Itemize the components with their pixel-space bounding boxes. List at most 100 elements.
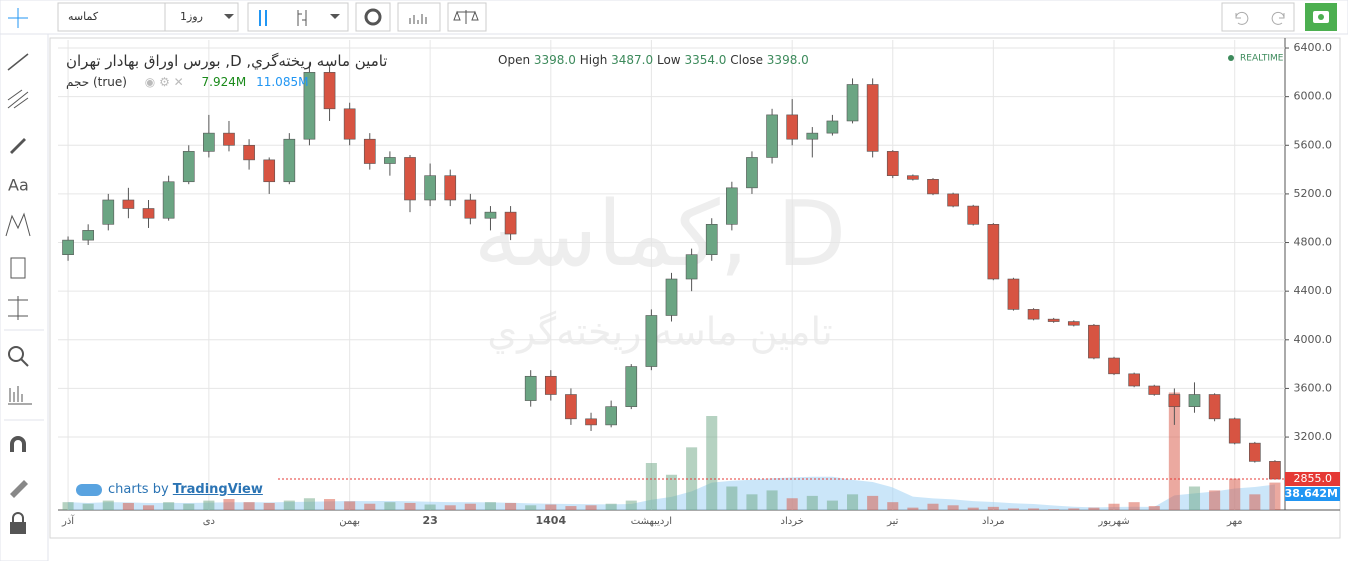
pattern-tool[interactable] [5, 212, 31, 237]
symbol[interactable]: کماسه [68, 10, 99, 23]
volume-bar [303, 498, 315, 510]
candle-body [1067, 321, 1080, 326]
x-tick-label: اردیبهشت [631, 516, 672, 527]
interval[interactable]: 1روز [180, 10, 203, 23]
watermark-subtitle: تامين ماسه ريخته‌گري [487, 310, 832, 355]
undo-redo[interactable] [1221, 2, 1295, 32]
candle-body [846, 84, 859, 122]
volume-bar [283, 500, 295, 510]
realtime-dot [1228, 55, 1234, 61]
candle-body [464, 199, 477, 219]
candle-body [947, 193, 959, 207]
legend-icons[interactable]: ◉ ⚙ ✕ [144, 75, 184, 89]
volume-bar [987, 506, 999, 510]
candle-body [685, 254, 698, 280]
candle-body [665, 278, 678, 316]
candle-body [927, 179, 939, 195]
volume-bar [927, 503, 939, 510]
stay-drawing-tool[interactable] [10, 480, 28, 498]
volume-bar [464, 503, 476, 510]
compare-button[interactable] [447, 2, 487, 32]
y-tick-label: 4000.0 [1294, 333, 1333, 346]
y-tick-label: 3600.0 [1294, 381, 1333, 394]
volume-bar [867, 495, 879, 510]
volume-bar [786, 498, 798, 510]
volume-bar [263, 502, 275, 510]
volume-bar [525, 505, 537, 510]
volume-bar [967, 507, 979, 510]
volume-bar [847, 494, 859, 510]
dropdown-arrow[interactable] [224, 14, 234, 19]
magnet-tool[interactable] [10, 436, 26, 452]
y-tick-label: 5600.0 [1294, 138, 1333, 151]
undo-icon[interactable] [1235, 11, 1249, 25]
volume-bar [907, 507, 919, 510]
ohlc-label: Close [730, 53, 763, 67]
candle-body [524, 375, 537, 401]
last-price-box [1285, 471, 1340, 486]
fork-tool[interactable] [7, 89, 29, 109]
volume-bar [102, 500, 114, 510]
candle-body [967, 205, 980, 225]
dropdown-arrow[interactable] [330, 14, 340, 19]
candle-body [1248, 442, 1261, 462]
indicators-button[interactable] [397, 2, 441, 32]
volume-bar [766, 490, 778, 510]
volume-bar [1209, 490, 1221, 510]
fib-tool[interactable] [10, 257, 26, 279]
volume-bar [243, 502, 255, 510]
redo-icon[interactable] [1271, 11, 1285, 25]
volume-bar [62, 502, 74, 510]
volume-bar [605, 503, 617, 510]
y-tick-label: 6000.0 [1294, 90, 1333, 103]
candle-body [404, 157, 416, 201]
volume-bar [82, 503, 94, 510]
candle-body [1128, 373, 1140, 387]
volume-bar [746, 494, 758, 510]
candle-body [1027, 309, 1040, 320]
candle-body [1108, 357, 1120, 375]
volume-bar [1068, 508, 1080, 510]
x-tick-label: دی [203, 516, 215, 527]
candles-icon[interactable] [259, 10, 267, 26]
candle-body [1208, 394, 1221, 420]
indicators-icon[interactable] [409, 14, 427, 24]
realtime-label: REALTIME [1240, 54, 1284, 64]
candle-body [142, 208, 155, 219]
volume-bar [947, 505, 959, 510]
compare-icon[interactable] [453, 10, 479, 24]
volume-bar [726, 486, 738, 510]
bars-icon[interactable] [297, 10, 307, 26]
candle-body [82, 230, 95, 241]
candle-body [243, 144, 255, 161]
candle-body [62, 239, 74, 255]
symbol-box[interactable] [57, 2, 239, 32]
brush-tool[interactable] [10, 138, 26, 154]
camera-lens [1318, 14, 1324, 20]
candle-body [1269, 461, 1281, 480]
volume-bar [1269, 482, 1281, 510]
crosshair-tool[interactable] [8, 8, 28, 28]
x-tick-label: تیر [886, 516, 899, 527]
x-tick-label: خرداد [780, 516, 803, 527]
branding[interactable]: charts by TradingView [76, 482, 263, 497]
volume-legend: حجم (true) ◉ ⚙ ✕ 7.924M 11.085M [66, 75, 308, 89]
candle-body [786, 114, 799, 140]
measure-tool[interactable] [8, 296, 28, 320]
zoom-tool[interactable] [8, 346, 24, 362]
y-tick-label: 4400.0 [1294, 284, 1333, 297]
volume-ma-value: 11.085M [256, 75, 309, 89]
trendline-tool[interactable] [7, 53, 29, 71]
volume-bar [1168, 392, 1180, 510]
branding-name[interactable]: TradingView [172, 482, 263, 497]
zoom-out-tool[interactable] [8, 386, 32, 405]
candle-body [645, 315, 658, 367]
watermark: کماسه, D [474, 182, 847, 287]
volume-title: حجم (true) [66, 75, 127, 89]
text-tool[interactable]: Aa [8, 176, 29, 195]
candle-body [122, 199, 135, 209]
gear-icon[interactable] [364, 8, 382, 26]
volume-bar [1048, 509, 1060, 510]
lock-tool[interactable] [10, 522, 26, 534]
settings-button[interactable] [355, 2, 391, 32]
